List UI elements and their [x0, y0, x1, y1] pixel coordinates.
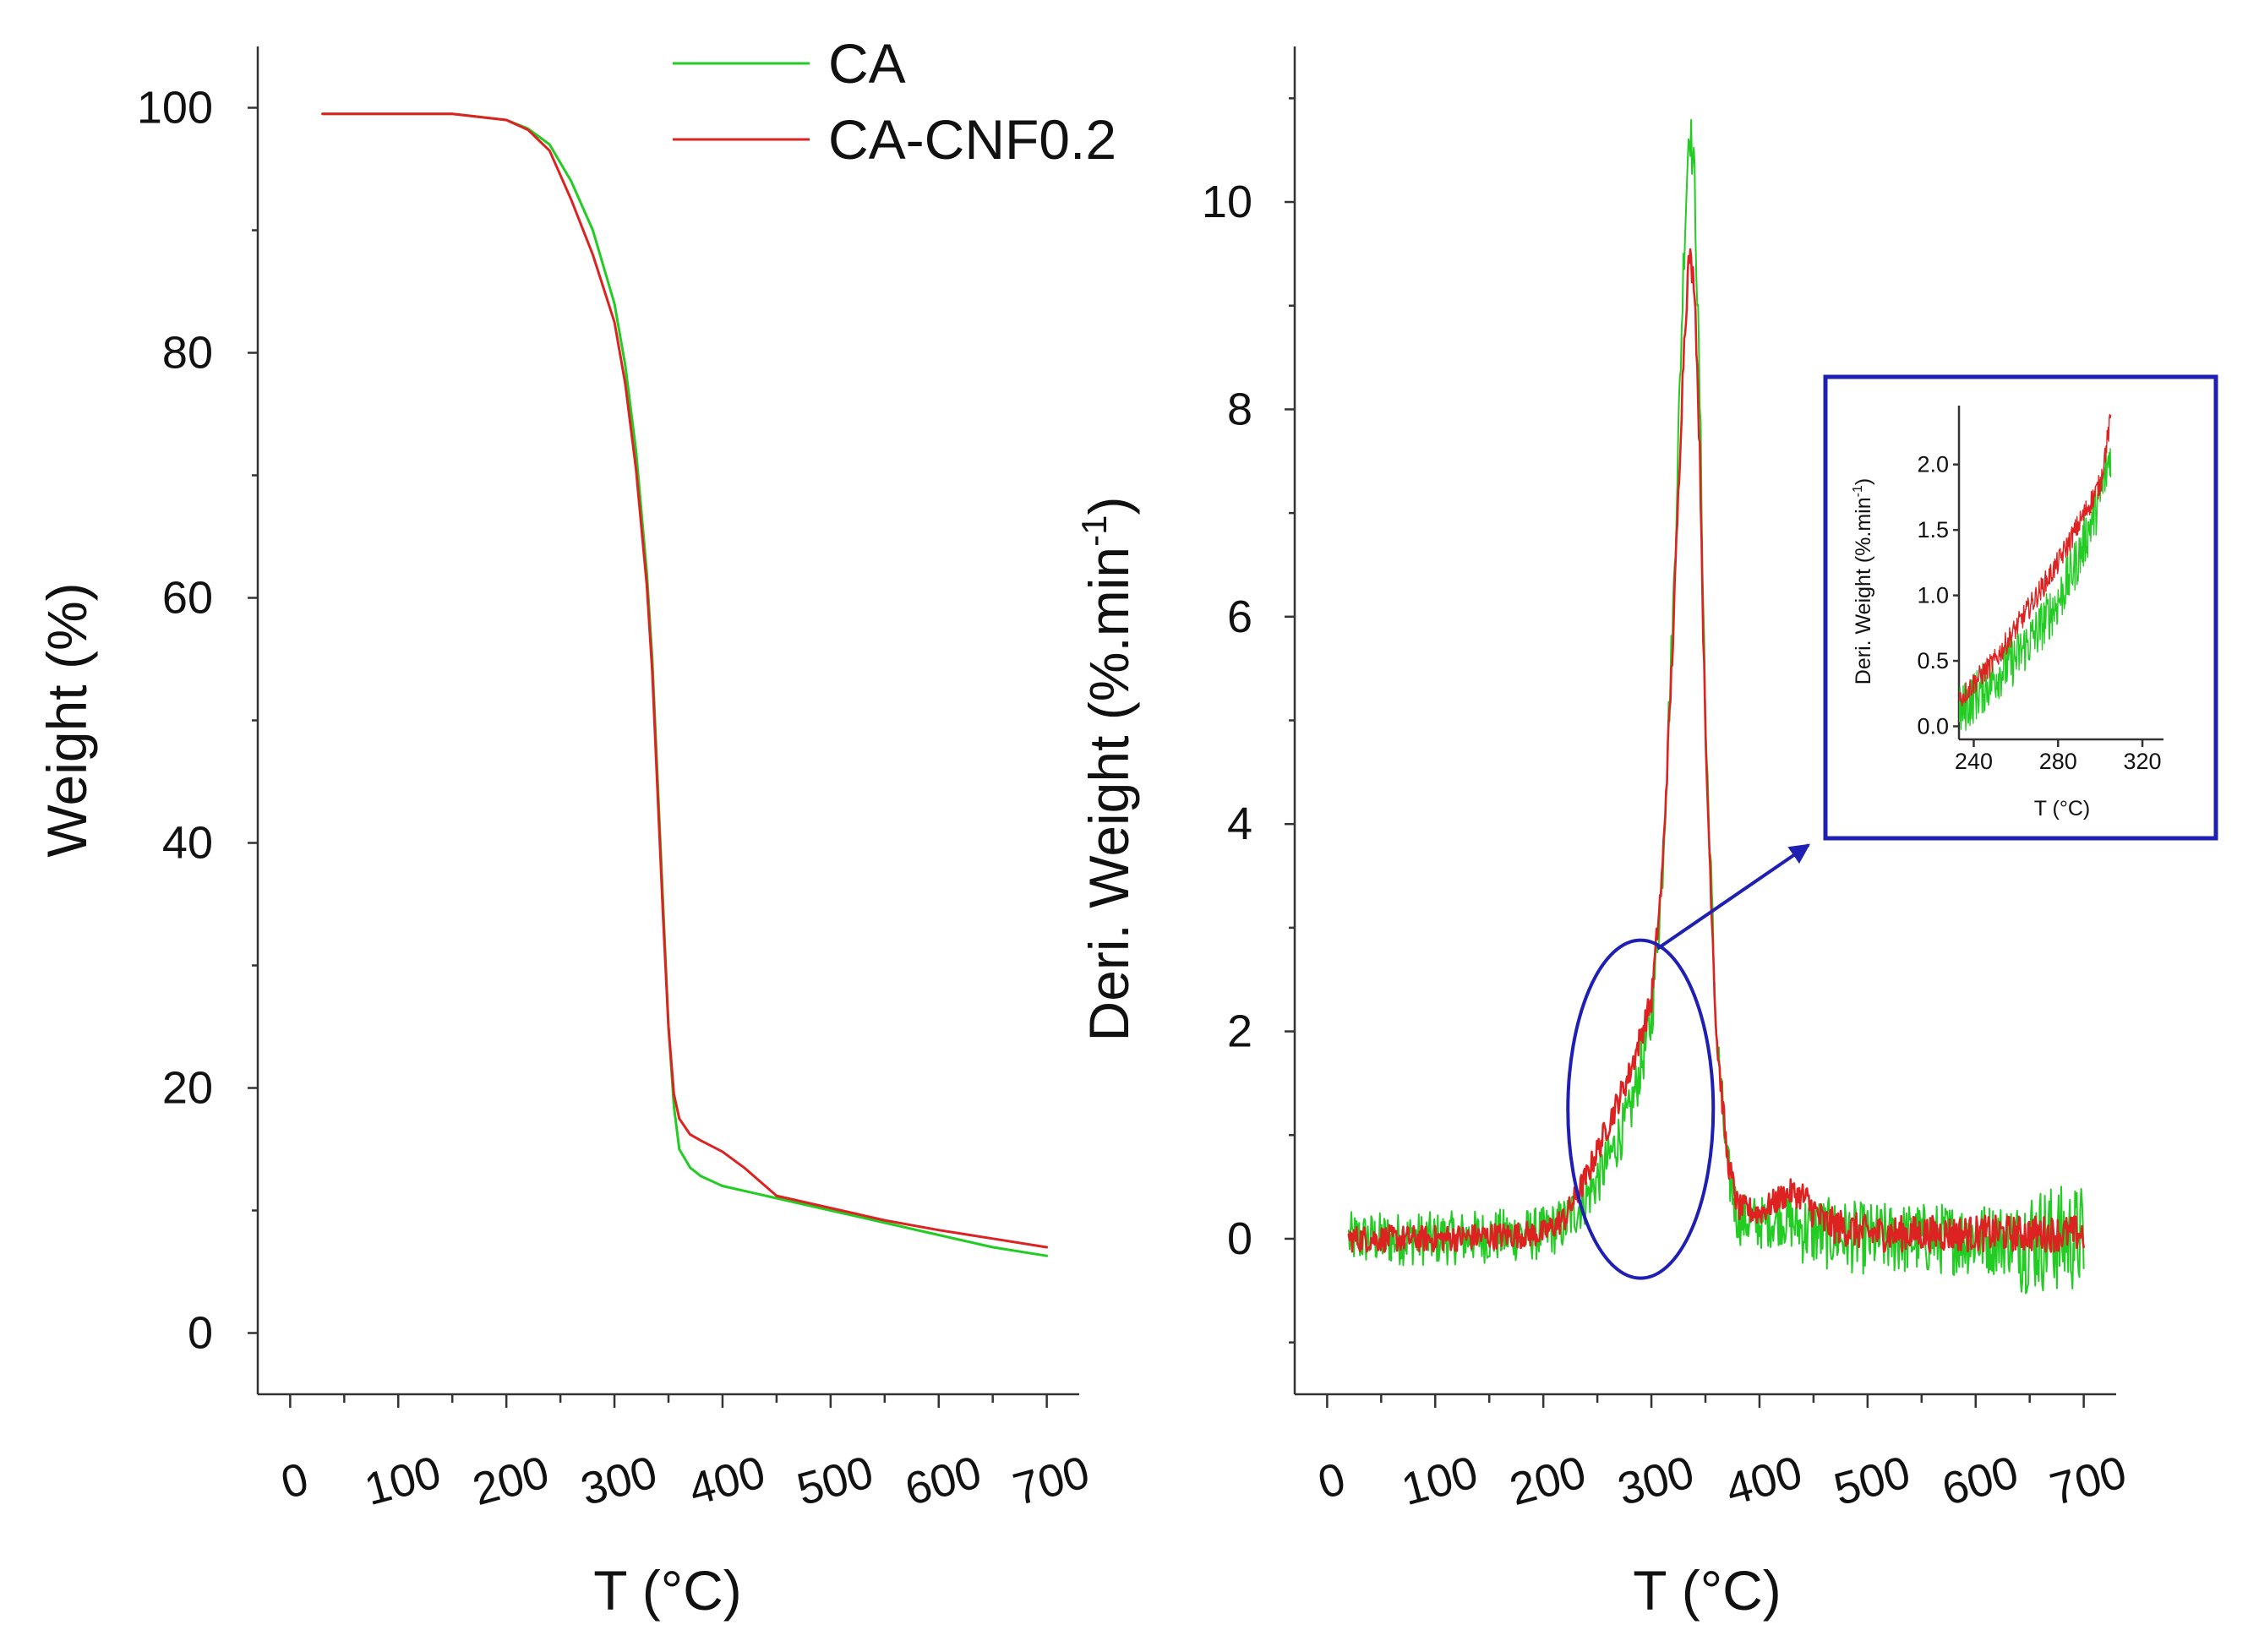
right-xtick-label-3: 300 [1612, 1447, 1700, 1515]
right-series-group [1347, 118, 2085, 1295]
left-ytick-label-4: 80 [162, 328, 213, 379]
left-xtick-label-4: 400 [684, 1447, 771, 1515]
inset-y-axis-title: Deri. Weight (%.min-1) [1851, 478, 1875, 684]
inset-series-line-ca [1959, 448, 2112, 731]
inset-chart: 0.0 0.5 1.0 1.5 2.0 240 280 320 T (°C) Deri. We… [1823, 374, 2218, 841]
right-y-axis-title-main: Deri. Weight (%.min [1078, 547, 1140, 1042]
inset-frame [1823, 374, 2218, 841]
left-x-axis-title: T (°C) [593, 1559, 741, 1622]
highlight-ellipse [1566, 938, 1716, 1280]
right-xtick-label-4: 400 [1721, 1447, 1808, 1515]
inset-ytick-label-4: 2.0 [1917, 452, 1949, 477]
left-series-group [321, 112, 1049, 1257]
inset-x-axis-title: T (°C) [2034, 797, 2090, 821]
inset-y-axis-title-main: Deri. Weight (%.min [1852, 497, 1875, 684]
inset-ytick-label-3: 1.5 [1917, 517, 1949, 542]
left-ytick-label-1: 20 [162, 1063, 213, 1114]
inset-xtick-label-1: 280 [2039, 749, 2077, 774]
callout-arrow [1656, 843, 1810, 951]
left-series-line-ca-cnf [321, 112, 1049, 1249]
right-ytick-label-1: 2 [1227, 1006, 1252, 1057]
right-series-line-ca-cnf [1347, 248, 2085, 1253]
inset-y-axis-title-close: ) [1852, 478, 1875, 485]
right-ytick-label-0: 0 [1227, 1213, 1252, 1264]
right-xtick-label-1: 100 [1396, 1447, 1483, 1515]
left-xtick-label-0: 0 [276, 1453, 314, 1509]
right-xtick-label-7: 700 [2045, 1447, 2132, 1515]
left-tick-group: 0 20 40 60 80 100 0 100 200 300 400 500 600 700 [137, 83, 1094, 1516]
left-y-axis-title: Weight (%) [35, 582, 98, 857]
right-x-axis-title: T (°C) [1633, 1559, 1781, 1622]
inset-tick-group: 0.0 0.5 1.0 1.5 2.0 240 280 320 [1917, 452, 2161, 774]
right-y-axis-title-sup: -1 [1074, 515, 1114, 547]
left-series-line-ca [321, 112, 1049, 1257]
left-xtick-label-1: 100 [359, 1447, 446, 1515]
right-ytick-label-5: 10 [1202, 177, 1252, 227]
right-ytick-label-3: 6 [1227, 592, 1252, 642]
left-ytick-label-0: 0 [188, 1308, 213, 1359]
inset-ytick-label-2: 1.0 [1917, 583, 1949, 608]
left-chart: 0 20 40 60 80 100 0 100 200 300 400 500 600 700 T (°C… [35, 32, 1116, 1622]
right-xtick-label-2: 200 [1504, 1447, 1591, 1515]
right-xtick-label-5: 500 [1829, 1447, 1916, 1515]
left-ytick-label-2: 40 [162, 818, 213, 869]
right-xtick-label-0: 0 [1312, 1453, 1350, 1509]
inset-y-axis-title-sup: -1 [1851, 485, 1865, 497]
inset-ytick-label-1: 0.5 [1917, 648, 1949, 673]
inset-series-group [1959, 413, 2112, 731]
left-ytick-label-5: 100 [137, 83, 213, 134]
inset-ytick-label-0: 0.0 [1917, 714, 1949, 739]
inset-series-line-ca-cnf [1959, 413, 2112, 707]
right-ytick-label-2: 4 [1227, 799, 1252, 849]
legend-label-ca-cnf: CA-CNF0.2 [828, 108, 1116, 171]
left-xtick-label-6: 600 [900, 1447, 987, 1515]
inset-xtick-label-0: 240 [1955, 749, 1993, 774]
inset-xtick-label-2: 320 [2124, 749, 2162, 774]
left-xtick-label-5: 500 [792, 1447, 879, 1515]
right-xtick-label-6: 600 [1937, 1447, 2024, 1515]
left-xtick-label-3: 300 [576, 1447, 663, 1515]
right-y-axis-title-close: ) [1078, 497, 1140, 515]
left-ytick-label-3: 60 [162, 573, 213, 624]
left-xtick-label-2: 200 [467, 1447, 554, 1515]
legend: CA CA-CNF0.2 [673, 32, 1116, 171]
right-ytick-label-4: 8 [1227, 384, 1252, 434]
legend-label-ca: CA [828, 32, 906, 95]
right-y-axis-title: Deri. Weight (%.min-1) [1074, 497, 1140, 1042]
left-xtick-label-7: 700 [1008, 1447, 1095, 1515]
